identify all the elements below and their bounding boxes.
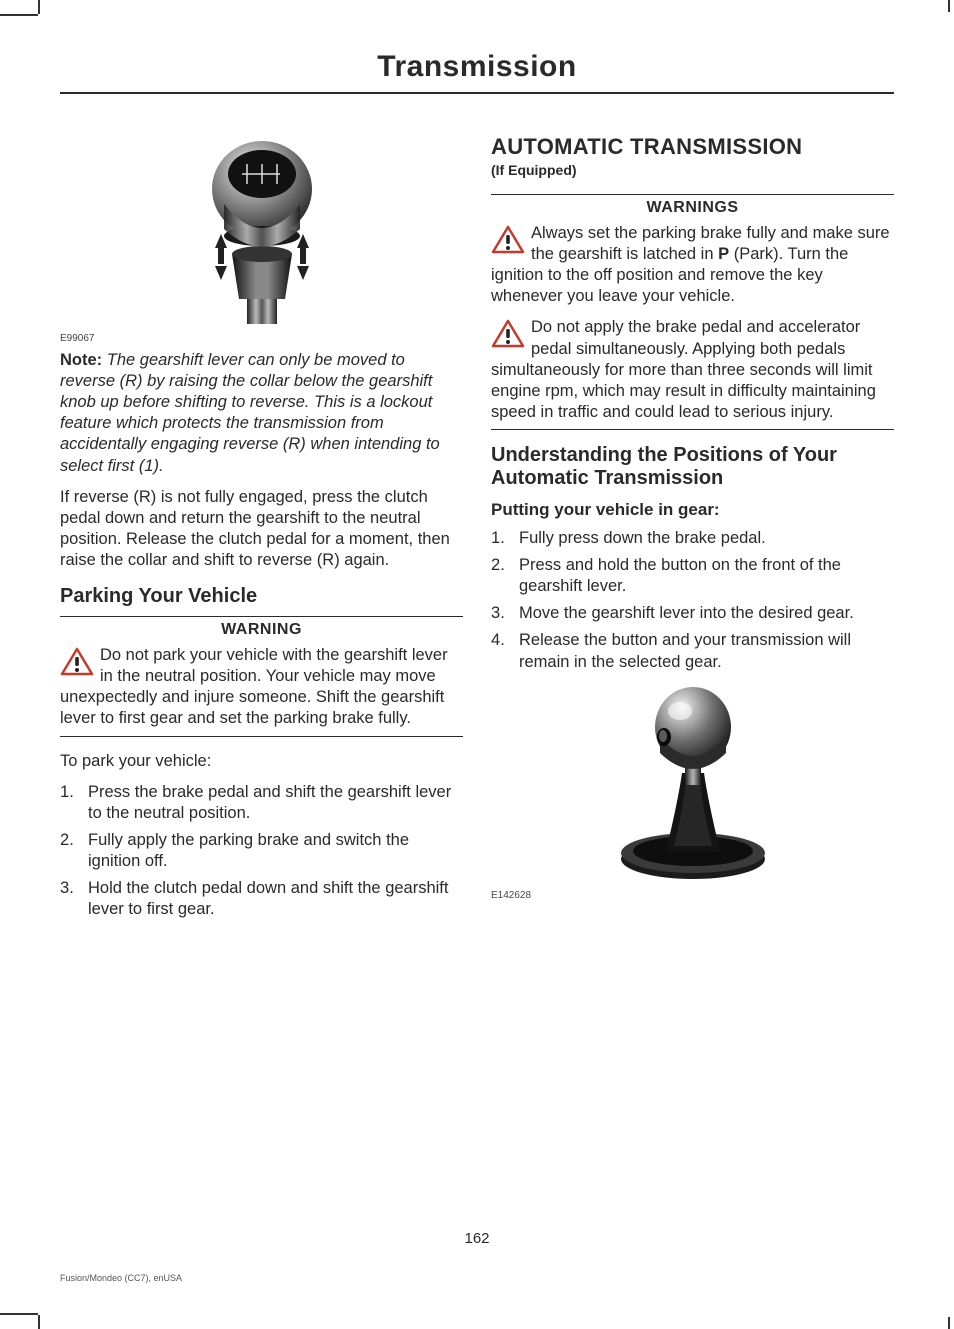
list-item: Fully apply the parking brake and switch… [60,830,463,872]
reverse-engage-paragraph: If reverse (R) is not fully engaged, pre… [60,487,463,571]
note-label: Note: [60,351,102,369]
warning-triangle-icon [491,225,525,255]
content-columns: E99067 Note: The gearshift lever can onl… [60,134,894,926]
gearshift-lever-icon [608,681,778,881]
warning-triangle-icon [60,647,94,677]
parking-heading: Parking Your Vehicle [60,585,463,608]
if-equipped: (If Equipped) [491,162,894,178]
right-column: AUTOMATIC TRANSMISSION (If Equipped) WAR… [491,134,894,926]
gearshift-knob-figure: E99067 [60,134,463,344]
warning-block: Do not park your vehicle with the gearsh… [60,645,463,736]
list-item: Hold the clutch pedal down and shift the… [60,878,463,920]
park-intro: To park your vehicle: [60,751,463,772]
figure-caption: E142628 [491,890,894,901]
list-item: Press the brake pedal and shift the gear… [60,782,463,824]
gearshift-lever-figure: E142628 [491,681,894,901]
automatic-heading: AUTOMATIC TRANSMISSION [491,134,894,160]
page-number: 162 [0,1230,954,1247]
positions-heading: Understanding the Positions of Your Auto… [491,444,894,490]
note-body: The gearshift lever can only be moved to… [60,351,440,475]
warning-triangle-icon [491,319,525,349]
list-item: Press and hold the button on the front o… [491,555,894,597]
list-item: Fully press down the brake pedal. [491,528,894,549]
figure-caption: E99067 [60,333,463,344]
left-column: E99067 Note: The gearshift lever can onl… [60,134,463,926]
list-item: Release the button and your transmission… [491,630,894,672]
page-title: Transmission [60,50,894,94]
warning-text: Do not park your vehicle with the gearsh… [60,645,463,729]
gear-steps-list: Fully press down the brake pedal. Press … [491,528,894,673]
list-item: Move the gearshift lever into the desire… [491,603,894,624]
warning-text: Always set the parking brake fully and m… [491,223,894,307]
putting-in-gear-heading: Putting your vehicle in gear: [491,500,894,520]
warning-heading: WARNING [60,616,463,639]
warning-block-1: Always set the parking brake fully and m… [491,223,894,307]
page-footer: Fusion/Mondeo (CC7), enUSA [60,1273,182,1283]
park-steps-list: Press the brake pedal and shift the gear… [60,782,463,921]
gearshift-knob-icon [177,134,347,324]
warning-text: Do not apply the brake pedal and acceler… [491,317,894,423]
warning-block-2: Do not apply the brake pedal and acceler… [491,317,894,430]
warnings-heading: WARNINGS [491,194,894,217]
note-paragraph: Note: The gearshift lever can only be mo… [60,350,463,477]
